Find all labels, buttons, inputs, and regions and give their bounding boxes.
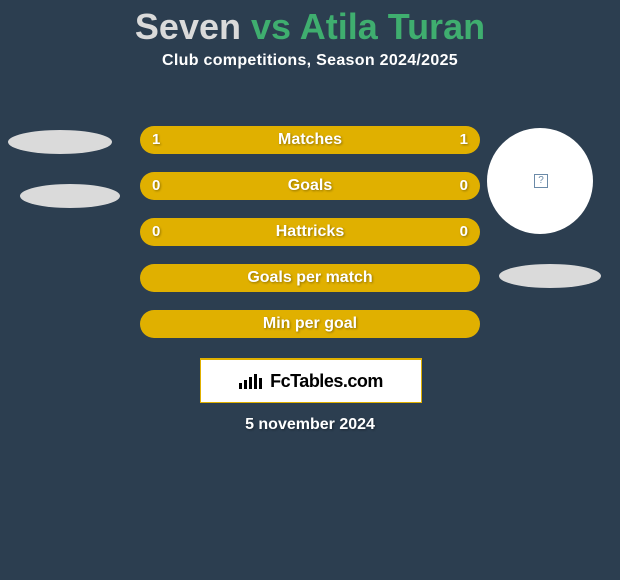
stat-label: Goals per match [247, 269, 372, 287]
stat-left-value: 0 [152, 172, 160, 200]
player2-avatar-ellipse-2 [499, 264, 601, 288]
player1-avatar-ellipse-1 [8, 130, 112, 154]
page-title: Seven vs Atila Turan [0, 6, 620, 48]
stat-right-value: 0 [460, 172, 468, 200]
player2-name: Atila Turan [300, 6, 485, 47]
stat-label: Min per goal [263, 315, 357, 333]
fctables-banner: FcTables.com [200, 358, 422, 403]
stat-row-goals-per-match: Goals per match [140, 264, 480, 292]
player1-name: Seven [135, 6, 241, 47]
player1-avatar-ellipse-2 [20, 184, 120, 208]
stat-left-value: 1 [152, 126, 160, 154]
stat-label: Matches [278, 131, 342, 149]
stat-left-value: 0 [152, 218, 160, 246]
stat-row-matches: 1 Matches 1 [140, 126, 480, 154]
subtitle: Club competitions, Season 2024/2025 [0, 52, 620, 70]
question-mark-icon: ? [534, 174, 548, 188]
stat-right-value: 1 [460, 126, 468, 154]
stat-row-min-per-goal: Min per goal [140, 310, 480, 338]
bar-chart-icon [239, 373, 264, 389]
stat-label: Goals [288, 177, 332, 195]
stat-right-value: 0 [460, 218, 468, 246]
vs-separator: vs [251, 6, 291, 47]
stat-row-goals: 0 Goals 0 [140, 172, 480, 200]
stat-row-hattricks: 0 Hattricks 0 [140, 218, 480, 246]
stat-label: Hattricks [276, 223, 344, 241]
stat-bars: 1 Matches 1 0 Goals 0 0 Hattricks 0 Goal… [140, 126, 480, 356]
date-label: 5 november 2024 [0, 416, 620, 434]
banner-text: FcTables.com [270, 371, 383, 392]
